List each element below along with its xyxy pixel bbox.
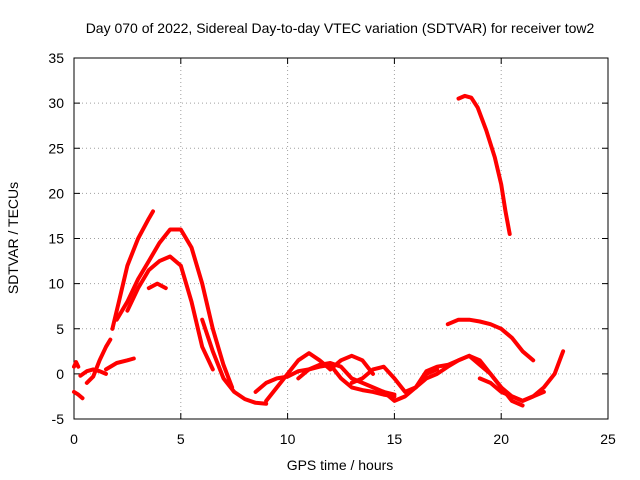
series-arc-n [328, 353, 375, 376]
x-tick-label: 0 [70, 431, 78, 447]
series-arc-g [114, 227, 235, 390]
y-tick-label: 10 [48, 276, 64, 292]
series-arc-t [456, 93, 512, 236]
chart-title: Day 070 of 2022, Sidereal Day-to-day VTE… [86, 20, 595, 36]
x-tick-label: 10 [280, 431, 296, 447]
axis-ticks: 0 5 10 15 20 25 -5 0 5 10 15 20 25 30 35 [48, 50, 616, 447]
series-arc-s [445, 317, 536, 363]
series-arc-l [264, 351, 333, 403]
series-arc-r [477, 376, 546, 403]
series-arc-a [72, 389, 85, 401]
series-arc-e [104, 356, 136, 372]
series-arc-c [78, 367, 108, 378]
y-tick-label: 30 [48, 95, 64, 111]
series-arc-m [296, 361, 397, 397]
y-tick-label: 5 [56, 321, 64, 337]
series-arc-q [413, 349, 566, 403]
x-tick-label: 15 [387, 431, 403, 447]
series-arc-f [110, 209, 155, 331]
y-tick-label: -5 [52, 411, 65, 427]
series-arc-i [146, 281, 168, 291]
data-series [72, 93, 566, 408]
y-axis-label: SDTVAR / TECUs [5, 182, 21, 294]
y-tick-label: 25 [48, 140, 64, 156]
x-tick-label: 5 [177, 431, 185, 447]
y-tick-label: 20 [48, 185, 64, 201]
x-tick-label: 25 [600, 431, 616, 447]
x-tick-label: 20 [493, 431, 509, 447]
series-arc-j [200, 317, 269, 406]
series-arc-d [84, 337, 113, 385]
y-tick-label: 0 [56, 366, 64, 382]
series-arc-h [125, 254, 215, 372]
series-arc-b [72, 360, 81, 369]
x-axis-label: GPS time / hours [287, 457, 394, 473]
y-tick-label: 35 [48, 50, 64, 66]
y-tick-label: 15 [48, 231, 64, 247]
